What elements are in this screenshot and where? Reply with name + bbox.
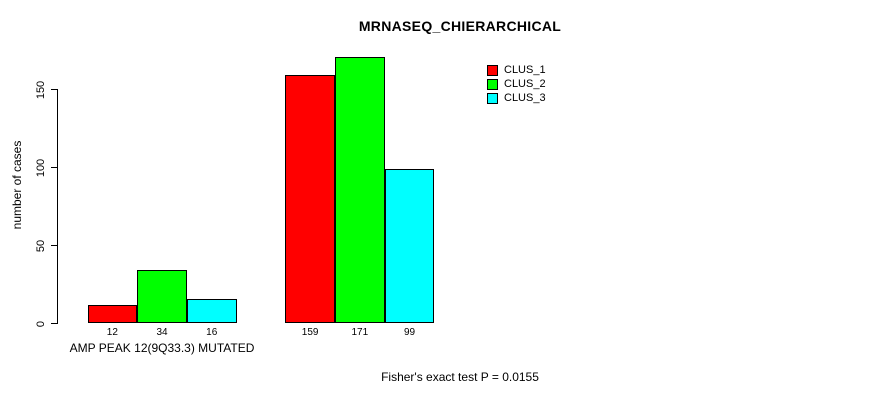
legend-item-clus-3: CLUS_3 [487, 91, 546, 105]
y-tick-label: 0 [35, 320, 47, 327]
y-axis-label: number of cases [10, 140, 24, 230]
bar-value-label: 171 [351, 327, 369, 338]
legend-label-clus-2: CLUS_2 [504, 78, 546, 90]
bar-clus_1-group1 [87, 304, 138, 324]
legend-item-clus-1: CLUS_1 [487, 63, 546, 77]
y-tick-label: 150 [35, 80, 47, 99]
y-tick-mark [51, 323, 58, 324]
bar-value-label: 34 [156, 327, 168, 338]
category-label: AMP PEAK 12(9Q33.3) MUTATED [69, 341, 255, 355]
chart-title: MRNASEQ_CHIERARCHICAL [358, 18, 562, 34]
y-tick-label: 50 [35, 239, 47, 252]
bar-value-label: 159 [301, 327, 319, 338]
bar-clus_3-group1 [186, 298, 237, 324]
legend-label-clus-3: CLUS_3 [504, 92, 546, 104]
legend: CLUS_1 CLUS_2 CLUS_3 [487, 63, 546, 105]
y-axis-line [57, 89, 58, 324]
legend-item-clus-2: CLUS_2 [487, 77, 546, 91]
fisher-test-annotation: Fisher's exact test P = 0.0155 [381, 370, 539, 384]
bar-value-label: 99 [403, 327, 416, 338]
bar-clus_2-group1 [137, 270, 187, 324]
legend-label-clus-1: CLUS_1 [504, 64, 546, 76]
bar-value-label: 16 [206, 327, 218, 338]
bar-value-label: 12 [106, 327, 118, 338]
y-tick-mark [51, 89, 58, 90]
y-tick-mark [51, 167, 58, 168]
y-tick-label: 100 [35, 158, 47, 177]
y-tick-mark [51, 245, 58, 246]
legend-swatch-red-icon [487, 64, 498, 76]
legend-swatch-green-icon [487, 78, 498, 90]
bar-clus_3-group2 [384, 169, 435, 324]
bar-clus_1-group2 [285, 75, 335, 324]
bar-clus_2-group2 [335, 56, 385, 324]
legend-swatch-cyan-icon [487, 92, 498, 104]
